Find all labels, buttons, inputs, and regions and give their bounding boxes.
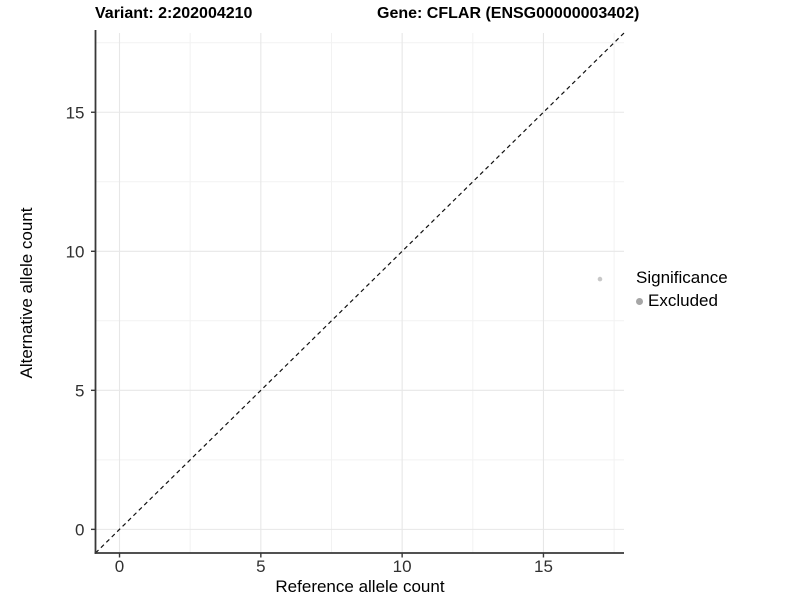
x-tick-label: 5 <box>256 557 265 576</box>
legend-title: Significance <box>636 268 728 287</box>
y-tick-label: 15 <box>66 103 85 122</box>
legend-point-icon <box>636 297 643 305</box>
data-point <box>597 276 603 282</box>
y-tick-label: 5 <box>75 381 84 400</box>
plot-title-gene: Gene: CFLAR (ENSG00000003402) <box>377 5 640 22</box>
x-tick-label: 0 <box>115 557 124 576</box>
x-tick-label: 10 <box>393 557 412 576</box>
x-tick-label: 15 <box>534 557 553 576</box>
y-tick-label: 0 <box>75 520 84 539</box>
identity-line <box>95 32 625 554</box>
legend: Significance Excluded <box>636 268 728 311</box>
y-tick-label: 10 <box>66 242 85 261</box>
legend-item-excluded: Excluded <box>636 291 728 311</box>
legend-item-label: Excluded <box>648 291 718 310</box>
y-axis-title: Alternative allele count <box>17 207 36 379</box>
plot-title-variant: Variant: 2:202004210 <box>95 5 253 22</box>
x-axis-title: Reference allele count <box>275 577 445 596</box>
